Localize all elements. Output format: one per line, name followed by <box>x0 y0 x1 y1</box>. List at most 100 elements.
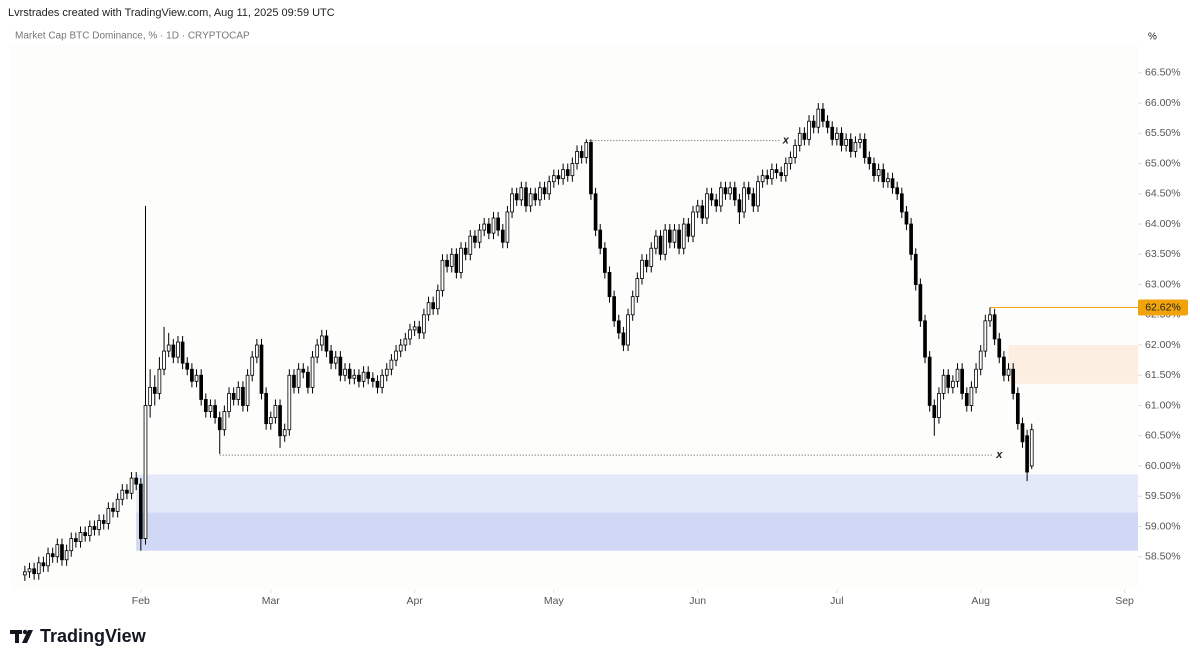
candle-body <box>904 211 909 225</box>
candle-body <box>417 326 422 334</box>
candle-body <box>329 350 333 364</box>
candle-body <box>783 163 788 177</box>
x-tick-label: Mar <box>262 595 281 607</box>
candle-body <box>69 538 74 552</box>
candle-body <box>909 223 913 255</box>
candle-body <box>500 229 505 243</box>
y-tick-label: 59.50% <box>1145 490 1181 502</box>
candle-body <box>449 253 454 267</box>
candle-body <box>923 320 927 358</box>
zone <box>136 474 1139 513</box>
candle-body <box>709 193 714 201</box>
candle-body <box>807 120 811 140</box>
candle-body <box>937 393 941 419</box>
candle-body <box>700 205 705 219</box>
level-marker: x <box>995 449 1003 461</box>
candle-body <box>259 344 264 394</box>
candle-body <box>616 320 621 334</box>
candle-body <box>705 193 709 219</box>
candle-body <box>788 157 793 164</box>
candle-body <box>496 217 500 231</box>
candle-body <box>570 163 575 177</box>
candle-body <box>686 223 691 237</box>
candle-body <box>176 341 180 358</box>
candle-body <box>50 553 55 558</box>
candle-body <box>899 193 904 213</box>
candle-body <box>185 362 190 370</box>
x-tick-label: Feb <box>132 595 150 607</box>
candle-body <box>556 175 561 180</box>
candle-body <box>774 169 779 174</box>
candle-body <box>626 314 630 346</box>
candle-body <box>366 371 371 379</box>
candle-body <box>389 359 394 370</box>
candle-body <box>640 259 644 279</box>
x-tick-label: Apr <box>406 595 423 607</box>
candle-body <box>593 193 598 231</box>
candle-body <box>482 223 487 231</box>
candle-body <box>765 175 770 180</box>
candle-body <box>565 169 570 177</box>
candle-body <box>445 259 449 267</box>
candle-body <box>881 169 886 183</box>
y-tick-label: 62.00% <box>1145 339 1181 351</box>
candle-body <box>825 120 830 128</box>
candle-body <box>737 199 742 213</box>
candle-body <box>579 151 584 158</box>
candle-body <box>338 356 343 376</box>
candle-body <box>607 272 612 298</box>
candle-body <box>1015 393 1020 425</box>
candle-body <box>412 326 417 331</box>
y-tick-label: 61.00% <box>1145 399 1181 411</box>
x-tick-label: Jun <box>689 595 706 607</box>
y-tick-label: 66.00% <box>1145 97 1181 109</box>
logo-mark <box>22 629 28 635</box>
candle-body <box>134 477 139 485</box>
candle-body <box>751 193 756 207</box>
candle-body <box>97 520 101 530</box>
candle-body <box>27 568 32 573</box>
candle-body <box>357 374 361 382</box>
candle-body <box>213 405 217 419</box>
candle-body <box>561 169 565 180</box>
candle-body <box>691 211 695 237</box>
candle-body <box>723 187 728 195</box>
candle-body <box>793 145 797 158</box>
logo: TradingView <box>10 626 147 646</box>
candle-body <box>575 151 579 164</box>
zone <box>136 512 1139 551</box>
candle-body <box>236 386 241 400</box>
candle-body <box>319 335 324 346</box>
candle-body <box>1020 423 1025 443</box>
candle-body <box>125 489 129 494</box>
candle-body <box>719 187 723 207</box>
candle-body <box>524 187 528 207</box>
candle-body <box>649 247 654 267</box>
candle-body <box>264 393 268 425</box>
candle-body <box>598 229 603 249</box>
candle-body <box>802 132 807 140</box>
level-marker: x <box>782 134 790 146</box>
candle-body <box>770 169 774 180</box>
y-tick-label: 60.00% <box>1145 460 1181 472</box>
y-tick-label: 64.00% <box>1145 218 1181 230</box>
candle-body <box>528 193 533 207</box>
candle-body <box>384 368 389 376</box>
candle-body <box>547 181 552 195</box>
candle-body <box>166 344 171 352</box>
candle-body <box>296 368 301 388</box>
candle-body <box>672 229 677 243</box>
candle-body <box>115 498 120 512</box>
candle-body <box>371 377 375 382</box>
candle-body <box>83 532 88 536</box>
candle-body <box>106 507 111 524</box>
candle-body <box>255 344 259 358</box>
candle-body <box>728 187 732 195</box>
candle-body <box>101 520 106 524</box>
unit: % <box>1148 32 1157 43</box>
candle-body <box>644 259 649 267</box>
candle-body <box>1025 435 1029 473</box>
candle-body <box>797 132 802 146</box>
candle-body <box>760 175 765 183</box>
y-tick-label: 61.50% <box>1145 369 1181 381</box>
